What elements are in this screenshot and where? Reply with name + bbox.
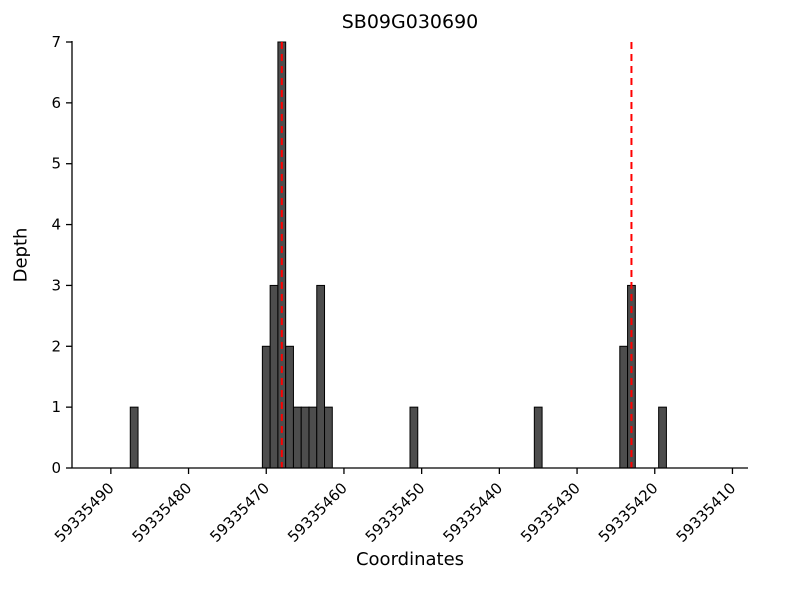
depth-bar — [300, 406, 310, 469]
depth-bar — [324, 406, 333, 469]
y-tick-label: 2 — [51, 337, 61, 355]
depth-bar — [658, 406, 667, 469]
depth-bar — [409, 406, 419, 469]
x-tick-label: 59335490 — [51, 479, 118, 546]
y-tick-label: 7 — [51, 33, 61, 51]
depth-bar — [269, 284, 279, 469]
y-tick-label: 5 — [51, 155, 61, 173]
y-axis-label: Depth — [10, 227, 32, 283]
x-tick-label: 59335480 — [129, 479, 196, 546]
x-tick-label: 59335430 — [517, 479, 584, 546]
y-tick-label: 3 — [51, 276, 61, 294]
depth-bar — [316, 284, 326, 469]
x-tick-label: 59335460 — [284, 479, 351, 546]
y-tick-label: 6 — [51, 94, 61, 112]
depth-bar — [292, 406, 302, 469]
depth-bar — [261, 345, 271, 469]
x-tick-label: 59335420 — [595, 479, 662, 546]
x-axis-label: Coordinates — [355, 549, 465, 570]
depth-bar — [533, 406, 543, 469]
depth-bar — [619, 345, 629, 469]
depth-bar — [308, 406, 318, 469]
y-tick-label: 4 — [51, 216, 61, 234]
x-tick-label: 59335410 — [673, 479, 740, 546]
y-tick-label: 0 — [51, 459, 61, 477]
depth-bar — [285, 345, 294, 469]
x-tick-label: 59335450 — [362, 479, 429, 546]
x-tick-label: 59335470 — [206, 479, 273, 546]
depth-bar — [129, 406, 139, 469]
x-tick-label: 59335440 — [439, 479, 506, 546]
y-tick-label: 1 — [51, 398, 61, 416]
chart-title: SB09G030690 — [341, 11, 479, 33]
